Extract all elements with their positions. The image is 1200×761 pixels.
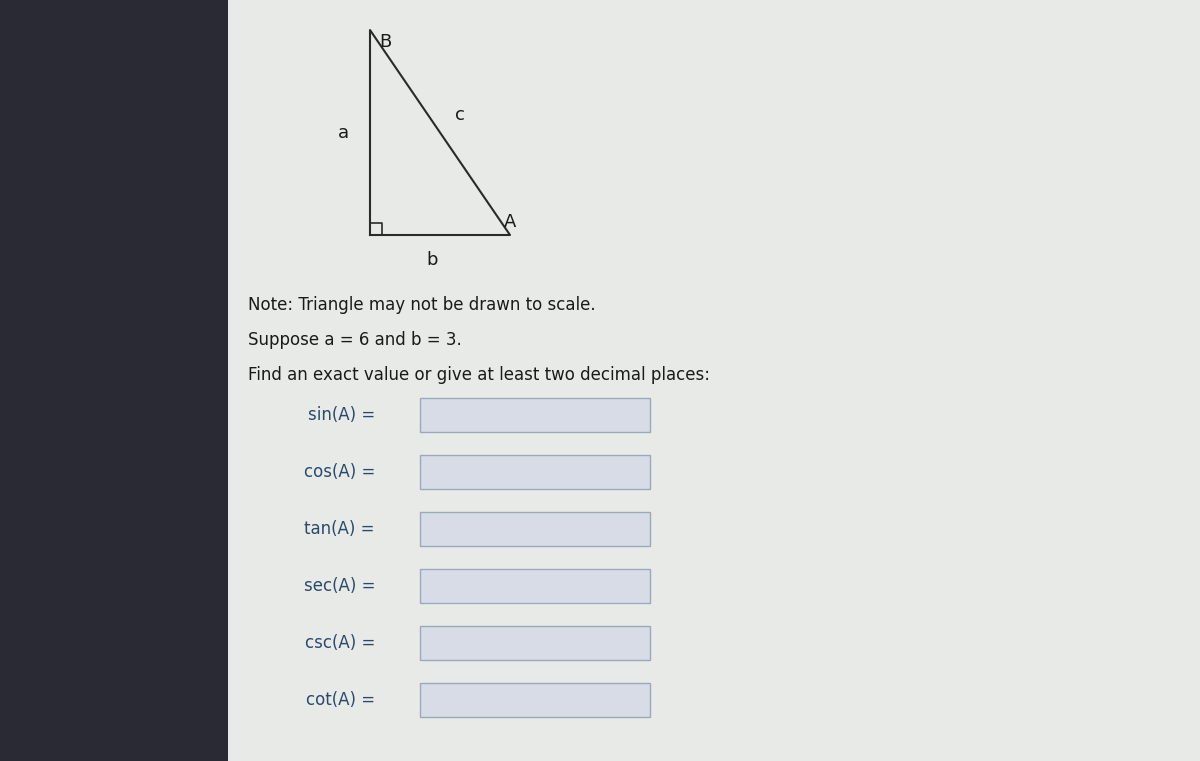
Text: b: b — [426, 251, 438, 269]
Text: a: a — [337, 124, 348, 142]
Text: A: A — [504, 213, 516, 231]
Bar — [228, 0, 1200, 761]
Text: Note: Triangle may not be drawn to scale.: Note: Triangle may not be drawn to scale… — [248, 296, 595, 314]
FancyBboxPatch shape — [420, 512, 650, 546]
FancyBboxPatch shape — [420, 569, 650, 603]
FancyBboxPatch shape — [420, 683, 650, 717]
Text: sec(A) =: sec(A) = — [304, 577, 374, 595]
Text: cot(A) =: cot(A) = — [306, 691, 374, 709]
FancyBboxPatch shape — [420, 455, 650, 489]
Text: Find an exact value or give at least two decimal places:: Find an exact value or give at least two… — [248, 366, 710, 384]
Text: sin(A) =: sin(A) = — [307, 406, 374, 424]
FancyBboxPatch shape — [420, 626, 650, 660]
Text: cos(A) =: cos(A) = — [304, 463, 374, 481]
Bar — [0, 0, 228, 761]
Text: Suppose a = 6 and b = 3.: Suppose a = 6 and b = 3. — [248, 331, 462, 349]
Text: B: B — [379, 33, 391, 51]
Text: c: c — [455, 106, 464, 124]
Text: tan(A) =: tan(A) = — [305, 520, 374, 538]
FancyBboxPatch shape — [420, 398, 650, 432]
Text: csc(A) =: csc(A) = — [305, 634, 374, 652]
